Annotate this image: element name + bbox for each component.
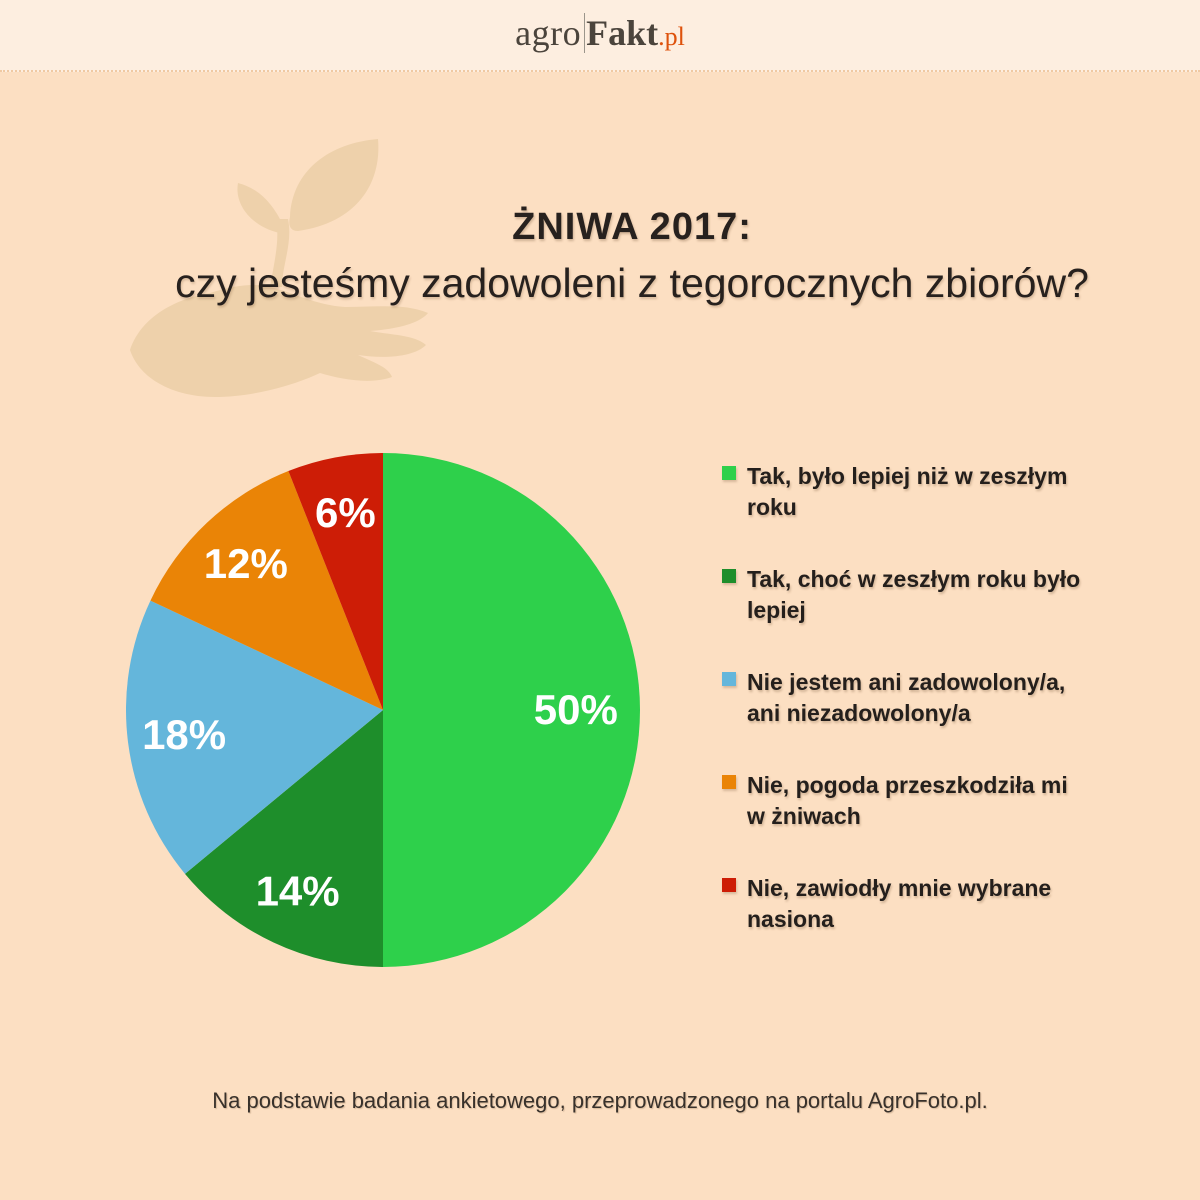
- legend-swatch-icon: [722, 878, 736, 892]
- legend-item: Tak, choć w zeszłym roku było lepiej: [722, 564, 1162, 626]
- pie-slice-6%: [288, 453, 383, 710]
- legend-swatch-icon: [722, 775, 736, 789]
- hand-sprout-watermark: [130, 139, 428, 397]
- logo-fakt: Fakt: [586, 13, 659, 53]
- sprout-right-leaf: [289, 139, 379, 231]
- logo-tld: .pl: [658, 22, 685, 51]
- pie-percent-label: 12%: [204, 540, 288, 587]
- legend-item: Tak, było lepiej niż w zeszłym roku: [722, 461, 1162, 523]
- legend-label: Nie, zawiodły mnie wybrane nasiona: [747, 875, 1052, 932]
- legend-swatch-icon: [722, 466, 736, 480]
- legend-swatch-icon: [722, 569, 736, 583]
- sprout-left-leaf: [237, 183, 284, 233]
- header-bar: agro Fakt.pl: [0, 0, 1200, 72]
- pie-slice-14%: [184, 710, 383, 967]
- legend-swatch-icon: [722, 672, 736, 686]
- logo-divider: [584, 13, 586, 53]
- chart-subtitle: czy jesteśmy zadowoleni z tegorocznych z…: [175, 260, 1089, 306]
- legend-label: Tak, było lepiej niż w zeszłym roku: [747, 463, 1068, 520]
- pie-percent-label: 18%: [142, 711, 226, 758]
- pie-percent-label: 14%: [256, 867, 340, 914]
- pie-slice-18%: [126, 600, 383, 874]
- legend-label: Nie, pogoda przeszkodziła mi w żniwach: [747, 772, 1068, 829]
- hand-silhouette: [130, 285, 428, 397]
- sprout-stem: [270, 219, 290, 287]
- agrofakt-logo: agro Fakt.pl: [515, 0, 685, 72]
- legend-item: Nie jestem ani zadowolony/a, ani niezado…: [722, 667, 1162, 729]
- pie-slice-12%: [150, 471, 383, 710]
- pie-slice-50%: [383, 453, 640, 967]
- chart-legend: Tak, było lepiej niż w zeszłym roku Tak, …: [722, 461, 1162, 976]
- pie-percent-label: 6%: [315, 489, 376, 536]
- source-note: Na podstawie badania ankietowego, przepr…: [212, 1088, 988, 1113]
- title-block: ŻNIWA 2017: czy jesteśmy zadowoleni z te…: [0, 206, 1200, 307]
- legend-label: Tak, choć w zeszłym roku było lepiej: [747, 566, 1081, 623]
- pie-percent-label: 50%: [534, 686, 618, 733]
- legend-label: Nie jestem ani zadowolony/a, ani niezado…: [747, 669, 1066, 726]
- chart-title: ŻNIWA 2017:: [512, 206, 752, 248]
- pie-chart: 50% 14% 18% 12% 6%: [126, 453, 640, 967]
- legend-item: Nie, zawiodły mnie wybrane nasiona: [722, 873, 1162, 935]
- legend-item: Nie, pogoda przeszkodziła mi w żniwach: [722, 770, 1162, 832]
- logo-agro: agro: [515, 13, 582, 53]
